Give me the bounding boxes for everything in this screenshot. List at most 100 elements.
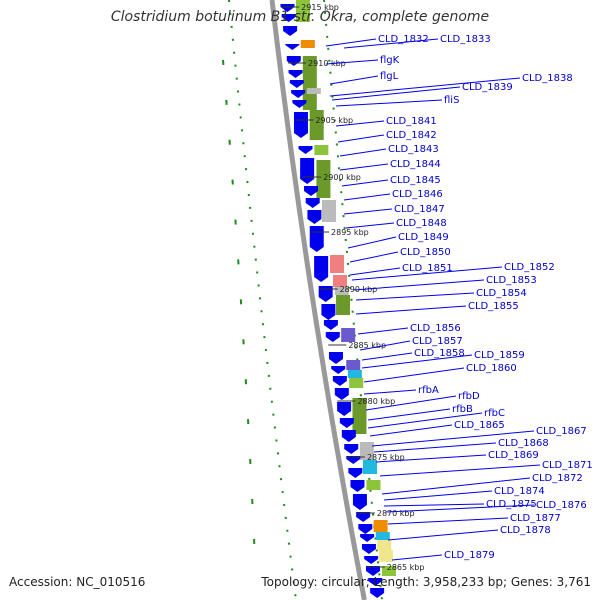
gene-arrow[interactable] — [370, 588, 385, 598]
gene-arrow[interactable] — [337, 402, 352, 416]
gene-label[interactable]: CLD_1860 — [466, 363, 517, 374]
gene-label[interactable]: CLD_1878 — [500, 525, 551, 536]
gene-arrow[interactable] — [309, 226, 324, 252]
gene-arrow[interactable] — [331, 366, 346, 374]
gene-arrow[interactable] — [366, 566, 381, 576]
gene-arrow[interactable] — [281, 14, 296, 22]
gene-label[interactable]: CLD_1850 — [400, 247, 451, 258]
gene-label[interactable]: rfbA — [418, 385, 439, 396]
gene-label[interactable]: CLD_1841 — [386, 116, 437, 127]
kbp-tick-label: 2865 kbp — [387, 563, 425, 572]
gene-arrow[interactable] — [300, 158, 315, 184]
gene-leader-line — [335, 120, 385, 127]
gene-label[interactable]: CLD_1848 — [396, 218, 447, 229]
gene-arrow[interactable] — [286, 56, 301, 66]
gene-label[interactable]: rfbB — [452, 404, 473, 415]
gene-label[interactable]: CLD_1865 — [454, 420, 505, 431]
gene-arrow[interactable] — [289, 80, 304, 88]
gene-arrow[interactable] — [285, 44, 300, 50]
gene-label[interactable]: CLD_1854 — [476, 288, 527, 299]
gene-label[interactable]: CLD_1833 — [440, 34, 491, 45]
gene-arrow[interactable] — [361, 544, 376, 554]
gene-arrow[interactable] — [283, 26, 298, 36]
gene-leader-line — [391, 554, 443, 561]
gene-leader-line — [351, 266, 503, 281]
gene-label[interactable]: rfbD — [458, 391, 480, 402]
gene-arrow[interactable] — [323, 320, 338, 330]
gene-label[interactable]: CLD_1847 — [394, 204, 445, 215]
gene-arrow[interactable] — [314, 256, 329, 282]
gene-label[interactable]: CLD_1838 — [522, 73, 573, 84]
kbp-tick-label: 2895 kbp — [331, 228, 369, 237]
gene-arrow[interactable] — [352, 494, 367, 510]
gene-label[interactable]: CLD_1843 — [388, 144, 439, 155]
gene-label[interactable]: CLD_1879 — [444, 550, 495, 561]
gene-arrow[interactable] — [350, 480, 365, 492]
gene-leader-line — [349, 251, 399, 263]
gene-label[interactable]: CLD_1839 — [462, 82, 513, 93]
gene-leader-line — [337, 134, 385, 143]
gene-arrow[interactable] — [339, 418, 354, 428]
cog-block — [366, 480, 381, 490]
gene-arrow[interactable] — [293, 112, 308, 138]
cog-block — [377, 540, 392, 550]
gene-leader-line — [369, 424, 453, 437]
gene-leader-line — [387, 529, 499, 541]
gene-arrow[interactable] — [360, 534, 375, 542]
gene-label[interactable]: CLD_1875 — [486, 499, 537, 510]
cog-block — [316, 160, 331, 198]
gene-label[interactable]: flgL — [380, 71, 399, 82]
gene-label[interactable]: CLD_1844 — [390, 159, 441, 170]
gene-label[interactable]: CLD_1855 — [468, 301, 519, 312]
gene-arrow[interactable] — [307, 210, 322, 224]
gene-arrow[interactable] — [346, 456, 361, 464]
gene-label[interactable]: CLD_1874 — [494, 486, 545, 497]
gene-label[interactable]: fliS — [444, 95, 459, 106]
gene-arrow[interactable] — [325, 332, 340, 342]
gene-label[interactable]: CLD_1876 — [536, 500, 587, 511]
gene-label[interactable]: CLD_1877 — [510, 513, 561, 524]
gene-arrow[interactable] — [280, 4, 295, 12]
gene-arrow[interactable] — [332, 376, 347, 386]
cog-block — [349, 378, 364, 388]
gene-leader-line — [331, 86, 461, 101]
gene-arrow[interactable] — [344, 444, 359, 454]
gene-arrow[interactable] — [348, 468, 363, 478]
gene-label[interactable]: CLD_1846 — [392, 189, 443, 200]
gene-label[interactable]: CLD_1851 — [402, 263, 453, 274]
gene-label[interactable]: CLD_1868 — [498, 438, 549, 449]
gene-arrow[interactable] — [304, 186, 319, 196]
gene-label[interactable]: CLD_1869 — [488, 450, 539, 461]
gene-label[interactable]: CLD_1845 — [390, 175, 441, 186]
gene-arrow[interactable] — [321, 304, 336, 320]
gene-arrow[interactable] — [368, 578, 383, 586]
gene-arrow[interactable] — [364, 556, 379, 564]
gene-arrow[interactable] — [334, 388, 349, 400]
gene-label[interactable]: CLD_1832 — [378, 34, 429, 45]
gene-label[interactable]: CLD_1852 — [504, 262, 555, 273]
gene-label[interactable]: CLD_1849 — [398, 232, 449, 243]
gene-arrow[interactable] — [298, 146, 313, 154]
gene-label[interactable]: CLD_1858 — [414, 348, 465, 359]
gene-label[interactable]: CLD_1856 — [410, 323, 461, 334]
gene-arrow[interactable] — [305, 198, 320, 208]
gene-arrow[interactable] — [288, 70, 303, 78]
gene-arrow[interactable] — [358, 524, 373, 534]
gene-label[interactable]: CLD_1857 — [412, 336, 463, 347]
gene-label[interactable]: rfbC — [484, 408, 505, 419]
gene-arrow[interactable] — [341, 430, 356, 442]
gene-leader-line — [343, 38, 439, 49]
gene-arrow[interactable] — [318, 286, 333, 302]
gene-label[interactable]: CLD_1842 — [386, 130, 437, 141]
gene-label[interactable]: flgK — [380, 55, 400, 66]
gene-arrow[interactable] — [292, 100, 307, 108]
gene-arrow[interactable] — [356, 512, 371, 522]
gene-label[interactable]: CLD_1867 — [536, 426, 587, 437]
gene-arrow[interactable] — [291, 90, 306, 98]
gene-arrow[interactable] — [328, 352, 343, 364]
gene-label[interactable]: CLD_1859 — [474, 350, 525, 361]
gene-label[interactable]: CLD_1871 — [542, 460, 593, 471]
gene-label[interactable]: CLD_1853 — [486, 275, 537, 286]
gene-label[interactable]: CLD_1872 — [532, 473, 583, 484]
